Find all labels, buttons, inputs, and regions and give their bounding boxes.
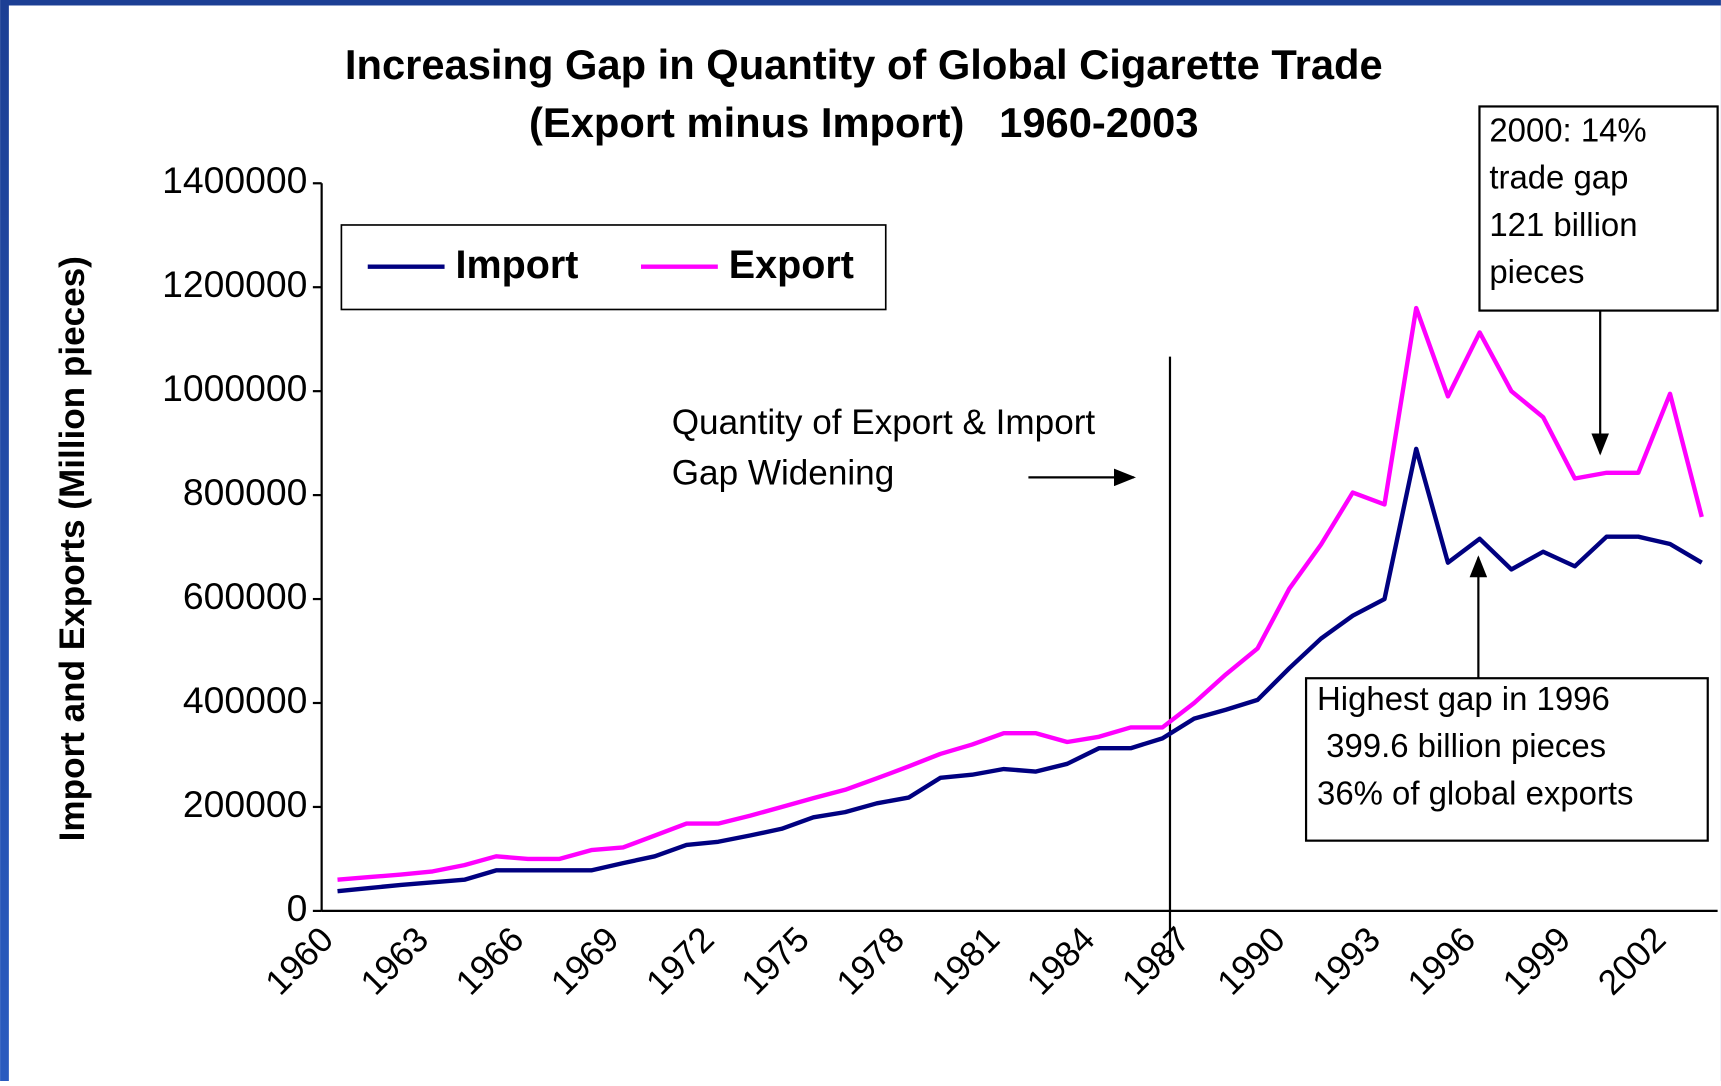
annotation: 36% of global exports [1317,774,1633,811]
annotation: 2000: 14% [1489,111,1646,148]
plot-background [8,5,1721,1082]
y-tick-label: 1400000 [162,159,307,201]
y-tick-label: 400000 [183,679,307,721]
annotation: trade gap [1489,159,1628,196]
annotation: 121 billion [1489,206,1637,243]
y-tick-label: 600000 [183,575,307,617]
data-line [337,305,1704,882]
annotation: pieces [1489,253,1584,290]
chart-title: Increasing Gap in Quantity of Global Cig… [345,41,1383,88]
y-tick-label: 800000 [183,471,307,513]
legend-label: Export [729,243,854,287]
y-tick-label: 1200000 [162,263,307,305]
annotation-box [1304,677,1709,842]
annotation: Gap Widening [672,453,894,492]
data-line [337,446,1703,894]
y-axis-label: Import and Exports (Million pieces) [53,256,92,841]
chart-title: (Export minus Import) 1960-2003 [529,99,1199,146]
legend-label: Import [456,243,579,287]
annotation: Highest gap in 1996 [1317,680,1610,717]
annotation: 399.6 billion pieces [1317,727,1606,764]
annotation: Quantity of Export & Import [672,403,1096,442]
y-tick-label: 200000 [183,783,307,825]
annotation-box [1478,105,1719,312]
y-tick-label: 0 [287,887,308,929]
y-tick-label: 1000000 [162,367,307,409]
